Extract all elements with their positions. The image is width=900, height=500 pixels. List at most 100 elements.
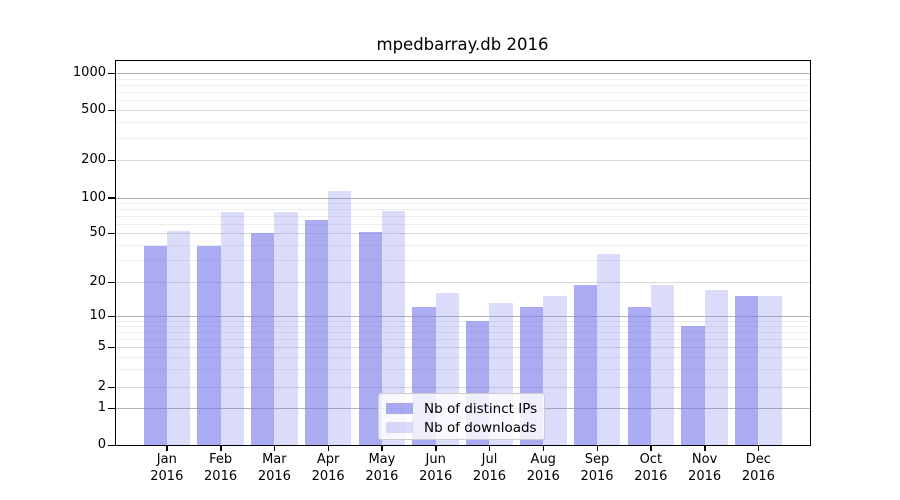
- x-tick-year: 2016: [204, 468, 238, 484]
- gridline: [116, 347, 810, 348]
- legend-entry-downloads: Nb of downloads: [386, 418, 537, 437]
- x-tick-month: Sep: [584, 452, 610, 467]
- x-tick-month: Aug: [530, 452, 556, 467]
- bar: [358, 231, 382, 445]
- y-tick-mark: [108, 407, 115, 409]
- x-tick-month: Feb: [209, 452, 233, 467]
- x-tick-year: 2016: [365, 468, 399, 484]
- chart-title: mpedbarray.db 2016: [376, 35, 549, 54]
- x-tick-mark: [273, 445, 276, 451]
- y-tick-mark: [108, 281, 115, 283]
- y-tick-mark: [108, 386, 115, 388]
- gridline: [116, 208, 810, 210]
- y-tick-mark: [108, 159, 115, 161]
- x-tick-year: 2016: [688, 468, 722, 484]
- bar: [704, 289, 728, 445]
- x-tick-label: Apr 2016: [288, 452, 368, 485]
- y-tick-mark: [108, 72, 115, 74]
- x-tick-month: Jun: [425, 452, 446, 467]
- y-tick-label: 100: [81, 189, 106, 205]
- plot-area: [115, 60, 811, 446]
- gridline: [116, 260, 810, 262]
- x-tick-year: 2016: [634, 468, 668, 484]
- y-tick-mark: [108, 346, 115, 348]
- x-tick-label: Mar 2016: [234, 452, 314, 485]
- gridline: [116, 244, 810, 246]
- bar: [274, 211, 298, 445]
- x-tick-mark: [327, 445, 330, 451]
- bar: [735, 296, 759, 445]
- x-tick-label: May 2016: [342, 452, 422, 485]
- x-tick-month: Jan: [156, 452, 177, 467]
- y-tick-label: 1: [97, 400, 106, 415]
- x-tick-mark: [757, 445, 760, 451]
- gridline: [116, 369, 810, 371]
- x-tick-label: Nov 2016: [665, 452, 745, 485]
- y-tick-mark: [108, 315, 115, 317]
- x-tick-mark: [381, 445, 383, 451]
- gridline: [116, 223, 810, 225]
- gridline: [116, 122, 810, 124]
- y-tick-label: 5: [97, 339, 106, 354]
- x-tick-month: Oct: [639, 452, 663, 467]
- y-tick-mark: [108, 232, 115, 234]
- gridline: [116, 197, 810, 199]
- bar: [166, 230, 191, 445]
- x-tick-label: Sep 2016: [557, 452, 637, 485]
- gridline: [116, 338, 810, 340]
- gridline: [116, 84, 810, 86]
- x-tick-year: 2016: [257, 468, 291, 484]
- legend-swatch-downloads-icon: [386, 422, 413, 433]
- y-tick-label: 500: [81, 102, 106, 117]
- gridline: [116, 92, 810, 94]
- legend: Nb of distinct IPs Nb of downloads: [378, 393, 545, 440]
- bar: [573, 284, 598, 445]
- legend-swatch-distinct-ips-icon: [386, 403, 413, 414]
- bar: [328, 190, 352, 445]
- gridline: [116, 356, 810, 358]
- bar: [220, 212, 244, 445]
- y-tick-label: 20: [89, 274, 106, 289]
- gridline: [116, 331, 810, 333]
- gridline: [116, 78, 810, 80]
- bar: [381, 210, 406, 445]
- x-tick-mark: [488, 445, 491, 451]
- bar: [304, 219, 329, 445]
- gridline: [116, 316, 810, 317]
- x-tick-mark: [220, 445, 222, 451]
- x-tick-year: 2016: [741, 468, 775, 484]
- x-tick-mark: [435, 445, 437, 451]
- x-tick-year: 2016: [472, 468, 507, 484]
- x-tick-label: Jan 2016: [127, 452, 207, 485]
- x-tick-label: Aug 2016: [503, 452, 583, 485]
- x-tick-month: Apr: [316, 452, 340, 467]
- gridline: [116, 100, 810, 102]
- y-tick-mark: [108, 444, 115, 446]
- gridline: [116, 215, 810, 217]
- legend-entry-distinct-ips: Nb of distinct IPs: [386, 399, 537, 418]
- x-tick-year: 2016: [580, 468, 614, 484]
- y-tick-label: 0: [97, 437, 106, 452]
- x-tick-label: Oct 2016: [611, 452, 691, 485]
- gridline: [116, 160, 810, 161]
- bar: [597, 253, 621, 445]
- x-tick-label: Dec 2016: [718, 452, 798, 485]
- bar: [681, 325, 705, 445]
- bar: [758, 296, 782, 445]
- x-tick-month: Mar: [262, 452, 287, 467]
- y-tick-label: 10: [89, 308, 106, 323]
- bar: [197, 246, 221, 445]
- bar: [143, 246, 167, 445]
- x-tick-label: Feb 2016: [181, 452, 261, 485]
- x-tick-label: Jun 2016: [396, 452, 476, 485]
- x-tick-year: 2016: [526, 468, 560, 484]
- legend-label-downloads: Nb of downloads: [424, 419, 537, 436]
- gridline: [116, 110, 810, 111]
- x-tick-mark: [704, 445, 706, 451]
- x-tick-mark: [542, 445, 545, 451]
- bar: [650, 284, 675, 445]
- bar: [543, 296, 567, 445]
- gridline: [116, 282, 810, 283]
- bar: [251, 233, 275, 445]
- gridline: [116, 320, 810, 322]
